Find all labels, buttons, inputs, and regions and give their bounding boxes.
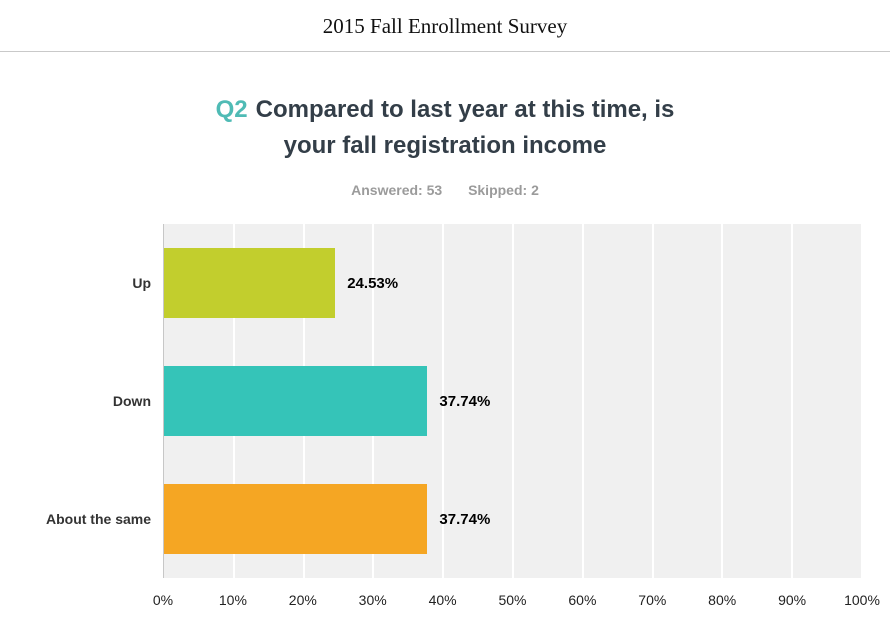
x-tick-label: 50% xyxy=(498,592,527,608)
x-tick-label: 60% xyxy=(568,592,597,608)
x-axis: 0% 10% 20% 30% 40% 50% 60% 70% 80% 90% 100% xyxy=(153,578,880,614)
bar-value-label: 37.74% xyxy=(439,392,491,410)
document-title: 2015 Fall Enrollment Survey xyxy=(322,14,568,38)
category-label: Down xyxy=(112,393,151,409)
gridline xyxy=(721,224,724,578)
answered-count: Answered: 53 xyxy=(351,182,443,198)
question-text-line2: your fall registration income xyxy=(283,132,607,159)
plot-area: 24.53% 37.74% 37.74% xyxy=(163,224,862,578)
x-tick-label: 80% xyxy=(708,592,737,608)
gridline xyxy=(512,224,514,578)
bar-segment xyxy=(164,484,428,554)
x-tick-label: 0% xyxy=(152,592,174,608)
question-text-line1: Compared to last year at this time, is xyxy=(255,96,675,123)
category-label: About the same xyxy=(45,511,151,527)
x-tick-label: 40% xyxy=(428,592,457,608)
x-tick-label: 10% xyxy=(218,592,247,608)
x-tick-label: 70% xyxy=(638,592,667,608)
question-number: Q2 xyxy=(215,96,248,123)
document-header: 2015 Fall Enrollment Survey xyxy=(0,0,890,39)
gridline xyxy=(861,224,862,578)
bar-row: 37.74% xyxy=(164,342,862,460)
bar-row: 24.53% xyxy=(164,224,862,342)
bar-row: 37.74% xyxy=(164,460,862,578)
y-labels: Up Down About the same xyxy=(0,224,163,578)
response-stats: Answered: 53 Skipped: 2 xyxy=(0,182,890,198)
bar-segment xyxy=(164,366,428,436)
gridline xyxy=(442,224,445,578)
gridline xyxy=(651,224,654,578)
question-title: Q2 Compared to last year at this time, is… xyxy=(135,92,755,164)
bar-chart: Up Down About the same 24.53% 37.74% 37.74% … xyxy=(0,224,880,614)
category-label: Up xyxy=(132,275,151,291)
x-tick-label: 30% xyxy=(358,592,387,608)
plot-column: 24.53% 37.74% 37.74% 0% 10% 20% 30% 40% 50% 60% 7… xyxy=(153,224,880,614)
x-tick-label: 20% xyxy=(288,592,317,608)
bar-segment xyxy=(164,248,336,318)
header-divider xyxy=(0,51,890,52)
gridline xyxy=(581,224,584,578)
bar-value-label: 37.74% xyxy=(439,510,491,528)
bar-value-label: 24.53% xyxy=(347,274,399,292)
x-tick-label: 90% xyxy=(778,592,807,608)
bar-rows: 24.53% 37.74% 37.74% xyxy=(164,224,862,578)
x-tick-label: 100% xyxy=(844,592,880,608)
skipped-count: Skipped: 2 xyxy=(468,182,539,198)
gridline xyxy=(791,224,794,578)
